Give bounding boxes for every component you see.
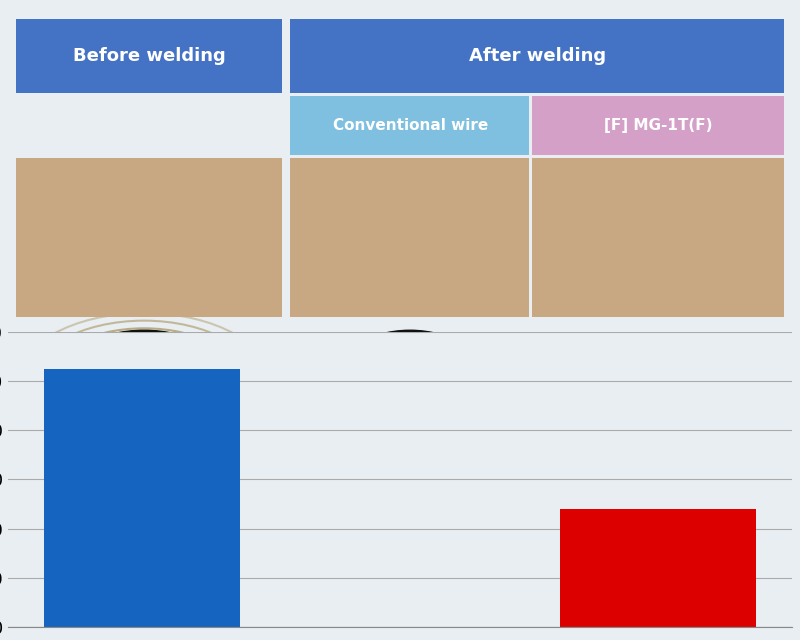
Bar [16, 19, 282, 93]
Bar [532, 97, 784, 156]
Text: [F] MG-1T(F): [F] MG-1T(F) [605, 118, 713, 133]
Bar [290, 97, 530, 156]
Text: Before welding: Before welding [73, 47, 226, 65]
Text: After welding: After welding [469, 47, 606, 65]
Ellipse shape [582, 334, 744, 445]
Bar [560, 509, 756, 627]
Text: Conventional wire: Conventional wire [333, 118, 488, 133]
Bar [44, 369, 240, 627]
Bar [290, 159, 530, 317]
Ellipse shape [328, 330, 492, 449]
Ellipse shape [55, 330, 233, 442]
Bar [290, 19, 784, 93]
Bar [16, 159, 282, 317]
Bar [532, 159, 784, 317]
Text: 1mm: 1mm [102, 441, 131, 451]
